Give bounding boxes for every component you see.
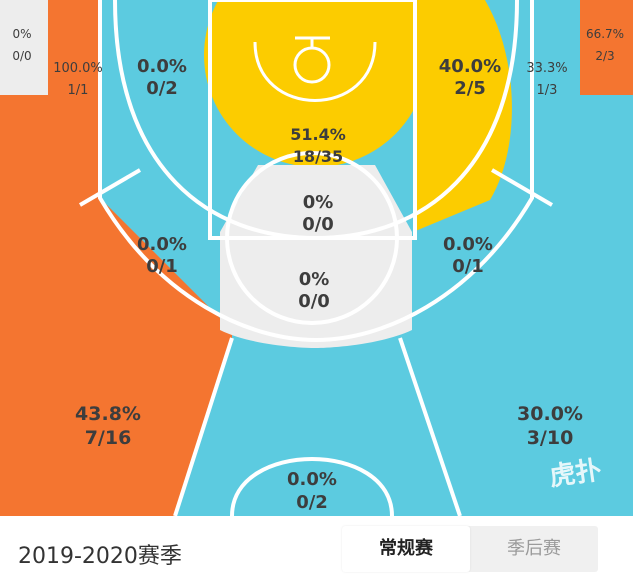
pct-text: 0.0% <box>137 56 187 77</box>
zone-label-corner-right: 66.7% 2/3 <box>586 27 624 63</box>
ratio-text: 0/0 <box>12 49 31 63</box>
shot-chart-court: 0% 0/0 100.0% 1/1 0.0% 0/2 51.4% 18/35 4… <box>0 0 633 516</box>
zone-label-mid-left-baseline: 0.0% 0/2 <box>137 56 187 99</box>
zone-free-throw-top[interactable] <box>220 262 412 348</box>
ratio-text: 0/1 <box>146 256 178 277</box>
pct-text: 0% <box>12 27 31 41</box>
zone-label-mid-right-baseline: 40.0% 2/5 <box>439 56 501 99</box>
ratio-text: 0/1 <box>452 256 484 277</box>
pct-text: 100.0% <box>53 61 103 76</box>
ratio-text: 0/2 <box>296 492 328 513</box>
hupu-watermark-logo: 虎扑 <box>548 455 604 492</box>
pct-text: 0.0% <box>287 469 337 490</box>
zone-label-three-top: 0.0% 0/2 <box>287 469 337 513</box>
zone-label-three-right-wing: 33.3% 1/3 <box>526 61 567 98</box>
ratio-text: 2/5 <box>454 78 486 99</box>
pct-text: 66.7% <box>586 27 624 41</box>
ratio-text: 1/1 <box>68 83 89 98</box>
pct-text: 0.0% <box>443 234 493 255</box>
zone-mid-right-baseline[interactable] <box>413 0 512 232</box>
zone-label-restricted-area: 51.4% 18/35 <box>290 125 346 166</box>
pct-text: 0.0% <box>137 234 187 255</box>
zone-label-mid-right-elbow: 0.0% 0/1 <box>443 234 493 277</box>
zone-label-free-throw-top: 0% 0/0 <box>298 269 330 312</box>
season-type-tabs: 常规赛 季后赛 <box>342 526 598 572</box>
ratio-text: 1/3 <box>537 83 558 98</box>
zone-corner-right[interactable] <box>580 0 633 95</box>
pct-text: 0% <box>299 269 330 290</box>
zone-label-paint-center: 0% 0/0 <box>302 192 334 235</box>
zone-label-mid-left-elbow: 0.0% 0/1 <box>137 234 187 277</box>
season-label: 2019-2020赛季 <box>18 544 182 569</box>
tab-playoffs[interactable]: 季后赛 <box>507 538 561 559</box>
basket <box>253 36 377 102</box>
pct-text: 0% <box>303 192 334 213</box>
footer-bar: 2019-2020赛季 常规赛 季后赛 <box>0 516 633 585</box>
zone-label-corner-left: 0% 0/0 <box>12 27 31 63</box>
ratio-text: 18/35 <box>293 147 343 166</box>
pct-text: 43.8% <box>75 403 141 425</box>
zone-label-three-left-wing: 100.0% 1/1 <box>53 61 103 98</box>
pct-text: 33.3% <box>526 61 567 76</box>
zone-corner-left[interactable] <box>0 0 48 95</box>
zone-restricted-area[interactable] <box>204 0 428 167</box>
ratio-text: 0/0 <box>298 291 330 312</box>
pct-text: 40.0% <box>439 56 501 77</box>
pct-text: 30.0% <box>517 403 583 425</box>
ratio-text: 2/3 <box>595 49 614 63</box>
ratio-text: 0/0 <box>302 214 334 235</box>
pct-text: 51.4% <box>290 125 346 144</box>
ratio-text: 3/10 <box>527 427 574 449</box>
ratio-text: 7/16 <box>85 427 132 449</box>
zone-label-three-left: 43.8% 7/16 <box>75 403 141 449</box>
zone-label-three-right: 30.0% 3/10 <box>517 403 583 449</box>
ratio-text: 0/2 <box>146 78 178 99</box>
zone-three-left-wing[interactable] <box>48 0 100 198</box>
tab-regular-season[interactable]: 常规赛 <box>342 526 470 572</box>
court-lines <box>78 0 554 516</box>
